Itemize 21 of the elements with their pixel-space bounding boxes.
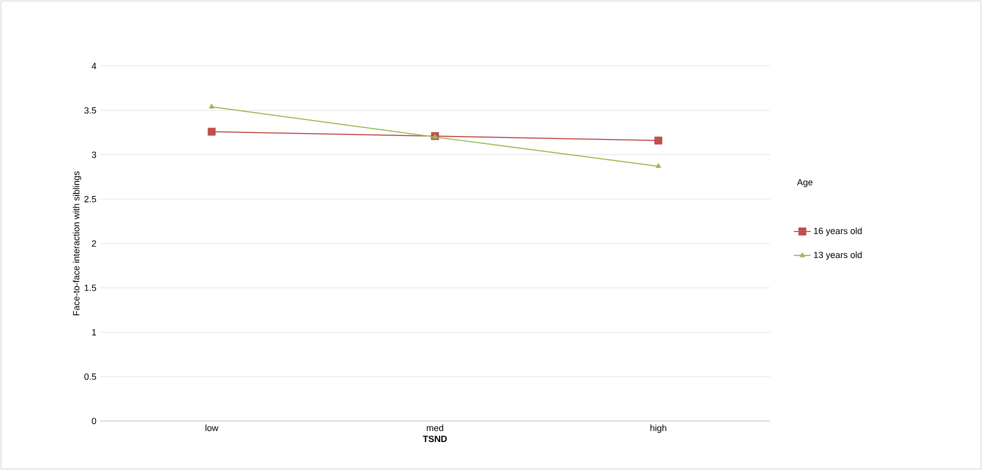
y-tick-label: 1 (92, 329, 96, 336)
x-axis-title: TSND (422, 436, 447, 442)
point (208, 128, 216, 136)
point (654, 136, 662, 144)
point (656, 163, 661, 168)
x-tick-label: high (650, 424, 666, 433)
y-tick-label: 2 (92, 240, 96, 247)
y-tick-label: 3 (92, 152, 96, 158)
y-tick-label: 4 (92, 62, 96, 70)
y-tick-label: 0 (92, 418, 96, 424)
y-tick-label: 3.5 (84, 107, 96, 114)
x-tick-label: low (206, 424, 218, 432)
y-tick-label: 2.5 (84, 196, 96, 202)
legend-label: 13 years old (814, 251, 862, 260)
legend-title: Age (796, 179, 813, 188)
legend-label: 16 years old (814, 228, 862, 236)
y-axis-title: Face-to-face interaction with siblings (72, 171, 82, 316)
y-tick-label: 1.5 (84, 284, 96, 292)
y-tick-label: 0.5 (84, 373, 96, 380)
x-tick-label: med (426, 424, 444, 432)
point (209, 104, 214, 109)
